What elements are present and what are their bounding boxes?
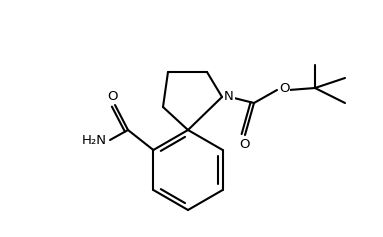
Text: N: N bbox=[224, 90, 234, 102]
Text: O: O bbox=[107, 90, 117, 102]
Text: O: O bbox=[239, 138, 249, 151]
Text: H₂N: H₂N bbox=[82, 133, 106, 146]
Text: O: O bbox=[279, 82, 289, 95]
